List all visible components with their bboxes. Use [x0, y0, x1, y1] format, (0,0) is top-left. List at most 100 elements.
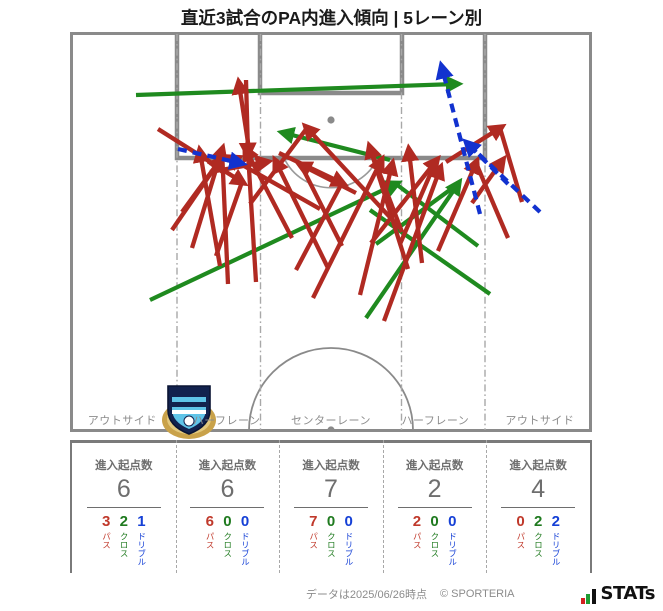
breakdown-cross-label: クロス: [429, 532, 440, 558]
stat-cell-outside-left: 進入起点数 6 3 パス 2 クロス 1 ドリブル: [72, 443, 176, 573]
stat-head-label: 進入起点数: [95, 460, 153, 472]
stat-divider-rule: [293, 507, 368, 508]
pass-arrow-tail: [248, 126, 309, 206]
dribble-arrow: [177, 146, 248, 170]
dribble-arrows: [177, 60, 510, 215]
kawasaki-frontale-crest-icon: [162, 385, 216, 439]
breakdown-pass-value: 2: [412, 513, 422, 530]
breakdown-dribble-label: ドリブル: [136, 532, 147, 566]
dribble-arrow: [462, 138, 510, 186]
stat-breakdown: 3 パス 2 クロス 1 ドリブル: [101, 513, 147, 566]
breakdown-dribble: 0 ドリブル: [240, 513, 251, 566]
lane-label-row: アウトサイド ハーフレーン センターレーン ハーフレーン アウトサイド: [70, 408, 592, 432]
stat-breakdown: 2 パス 0 クロス 0 ドリブル: [412, 513, 458, 566]
pitch-diagram: [70, 32, 592, 439]
stat-head-label: 進入起点数: [509, 460, 567, 472]
breakdown-dribble-label: ドリブル: [551, 532, 562, 566]
breakdown-pass: 2 パス: [412, 513, 423, 549]
stat-cell-halfspace-left: 進入起点数 6 6 パス 0 クロス 0 ドリブル: [175, 440, 280, 573]
stat-divider-rule: [86, 507, 161, 508]
pass-arrow-tail: [170, 158, 222, 232]
logo-bar-red: [580, 598, 585, 604]
pass-arrow-tails: [170, 126, 525, 285]
pass-arrow-tail: [367, 147, 405, 233]
cross-arrow: [149, 180, 403, 302]
dribble-arrow: [435, 60, 483, 215]
breakdown-pass-label: パス: [308, 532, 319, 549]
breakdown-pass-value: 0: [516, 513, 525, 530]
stat-breakdown: 7 パス 0 クロス 0 ドリブル: [308, 513, 354, 566]
stat-cell-halfspace-right: 進入起点数 2 2 パス 0 クロス 0 ドリブル: [382, 440, 487, 573]
stat-total-value: 4: [531, 475, 546, 503]
pass-arrow: [192, 144, 223, 267]
breakdown-cross-value: 0: [326, 513, 336, 530]
breakdown-dribble: 2 ドリブル: [551, 513, 562, 566]
crest-ball: [183, 415, 195, 427]
breakdown-dribble-value: 2: [551, 513, 560, 530]
pitch-svg: [70, 32, 592, 432]
breakdown-pass: 0 パス: [515, 513, 526, 549]
breakdown-pass-label: パス: [205, 532, 216, 549]
lane-label-center: センターレーン: [291, 415, 371, 427]
breakdown-dribble-label: ドリブル: [343, 532, 354, 566]
pass-arrow: [272, 155, 330, 269]
breakdown-pass-label: パス: [412, 532, 423, 549]
breakdown-dribble-label: ドリブル: [447, 532, 458, 566]
breakdown-pass-value: 7: [309, 513, 318, 530]
breakdown-cross-value: 0: [223, 513, 232, 530]
stat-total-value: 6: [116, 475, 131, 503]
centre-spot: [327, 426, 335, 432]
breakdown-cross-label: クロス: [222, 532, 233, 558]
pass-arrow: [278, 151, 349, 187]
footer-date: データは2025/06/26時点: [305, 588, 427, 601]
breakdown-pass-label: パス: [101, 532, 112, 549]
breakdown-cross-value: 2: [534, 513, 543, 530]
stats-logo-bars-icon: [580, 589, 596, 604]
breakdown-cross: 0 クロス: [429, 513, 440, 558]
footer: データは2025/06/26時点 © SPORTERIA STATs: [0, 583, 663, 604]
crest-shield-inner: [172, 390, 206, 429]
crest-top-band: [172, 390, 206, 397]
logo-bar-green: [586, 594, 591, 604]
penalty-spot: [327, 116, 335, 124]
lane-label-outside-right: アウトサイド: [505, 415, 575, 427]
stat-cell-center: 進入起点数 7 7 パス 0 クロス 0 ドリブル: [279, 440, 383, 573]
breakdown-pass-value: 6: [205, 513, 214, 530]
pass-arrow: [301, 122, 402, 230]
breakdown-pass: 7 パス: [308, 513, 319, 549]
lane-stats-table: 進入起点数 6 3 パス 2 クロス 1 ドリブル 進入起点数 6: [70, 440, 592, 573]
footer-copyright: © SPORTERIA: [439, 587, 515, 600]
stat-total-value: 2: [427, 475, 442, 503]
stat-divider-rule: [397, 507, 472, 508]
dribble-arrow-tails: [466, 142, 542, 214]
breakdown-cross: 2 クロス: [119, 514, 129, 558]
pass-arrow-tail: [474, 162, 510, 239]
cross-arrow-tail: [368, 208, 492, 296]
logo-bar-black: [591, 589, 596, 604]
breakdown-dribble-value: 0: [344, 513, 353, 530]
crest-mid-band: [172, 402, 206, 407]
stat-divider-rule: [501, 507, 576, 508]
stat-head-label: 進入起点数: [405, 460, 464, 472]
breakdown-dribble-value: 0: [240, 513, 250, 530]
breakdown-dribble-value: 1: [137, 513, 146, 530]
page-title: 直近3試合のPA内進入傾向 | 5レーン別: [180, 8, 483, 28]
pass-arrow-tail: [213, 181, 245, 257]
breakdown-dribble: 0 ドリブル: [447, 514, 458, 566]
breakdown-cross-value: 0: [430, 513, 439, 530]
cross-arrow: [135, 75, 464, 98]
pass-arrow-tail: [398, 160, 438, 245]
stat-head-label: 進入起点数: [302, 460, 360, 472]
breakdown-dribble-label: ドリブル: [240, 532, 251, 566]
goal-area: [257, 32, 405, 96]
pass-arrow: [369, 154, 441, 245]
breakdown-pass-label: パス: [515, 532, 526, 549]
breakdown-pass: 6 パス: [205, 513, 216, 549]
breakdown-dribble: 0 ドリブル: [343, 513, 354, 566]
breakdown-cross-label: クロス: [533, 532, 544, 558]
lane-label-halfspace-right: ハーフレーン: [401, 415, 470, 427]
stat-head-label: 進入起点数: [198, 460, 257, 472]
pass-arrow: [311, 154, 385, 299]
stat-total-value: 7: [324, 475, 338, 503]
